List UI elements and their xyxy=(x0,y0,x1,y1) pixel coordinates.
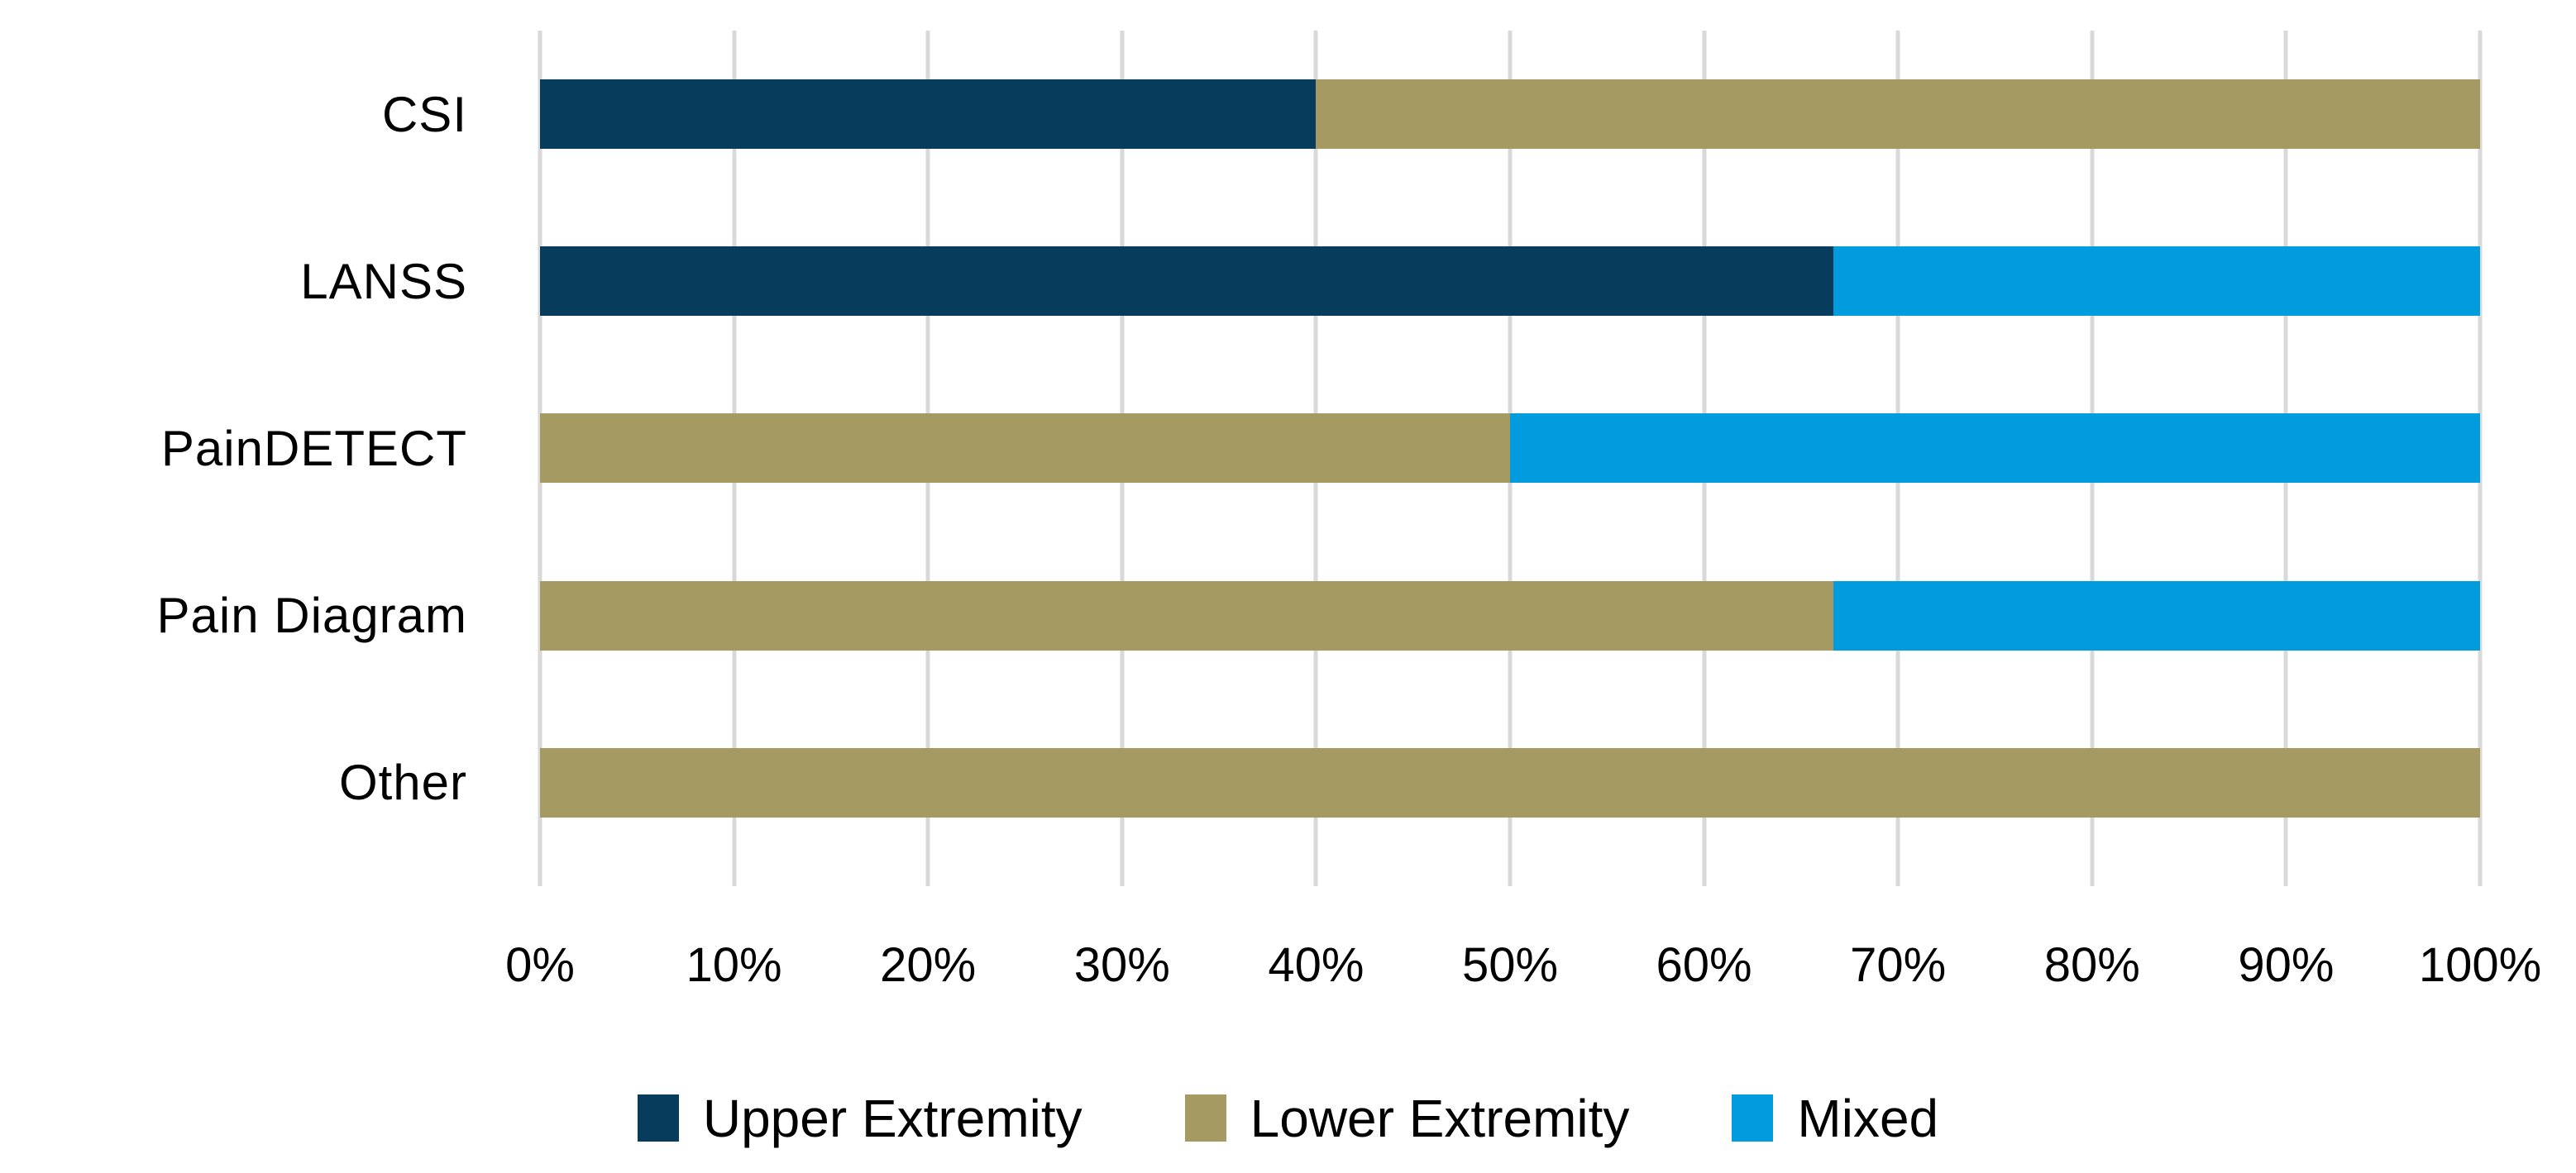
bar-stack xyxy=(540,747,2480,818)
x-axis-tick-label: 20% xyxy=(880,938,977,992)
legend-item: Lower Extremity xyxy=(1184,1088,1630,1149)
x-axis-tick-label: 30% xyxy=(1073,938,1170,992)
category-label: PainDETECT xyxy=(160,420,467,476)
x-axis-tick-label: 10% xyxy=(686,938,782,992)
category-label: LANSS xyxy=(300,253,467,309)
x-axis-tick-label: 90% xyxy=(2238,938,2335,992)
category-axis-labels: CSI LANSS PainDETECT Pain Diagram Other xyxy=(0,31,467,866)
bar-segment xyxy=(1833,246,2480,317)
x-axis-tick-label: 60% xyxy=(1656,938,1752,992)
category-label: Other xyxy=(338,755,467,811)
gridline xyxy=(2478,31,2483,886)
legend-label: Mixed xyxy=(1797,1088,1939,1148)
category-label: Pain Diagram xyxy=(156,588,467,644)
x-axis-tick-label: 100% xyxy=(2418,938,2542,992)
plot-area xyxy=(538,31,2483,886)
bar-row xyxy=(540,699,2480,866)
x-axis-tick-label: 70% xyxy=(1850,938,1947,992)
bar-segment xyxy=(540,413,1510,484)
bar-segment xyxy=(540,246,1834,317)
bar-segment xyxy=(540,580,1834,651)
bar-stack xyxy=(540,246,2480,317)
legend-label: Upper Extremity xyxy=(702,1088,1082,1148)
bar-segment xyxy=(540,747,2480,818)
bar-row xyxy=(540,365,2480,532)
bar-stack xyxy=(540,580,2480,651)
legend: Upper Extremity Lower Extremity Mixed xyxy=(0,1079,2576,1157)
legend-swatch xyxy=(1184,1094,1226,1142)
bar-row xyxy=(540,532,2480,699)
bar-segment xyxy=(1510,413,2480,484)
x-axis-tick-label: 80% xyxy=(2043,938,2140,992)
category-label: CSI xyxy=(381,86,467,142)
x-axis-tick-label: 40% xyxy=(1268,938,1364,992)
legend-item: Mixed xyxy=(1732,1088,1938,1149)
bar-segment xyxy=(540,79,1317,150)
bar-row xyxy=(540,31,2480,198)
legend-item: Upper Extremity xyxy=(637,1088,1082,1149)
x-axis-tick-label: 0% xyxy=(505,938,575,992)
legend-label: Lower Extremity xyxy=(1250,1088,1630,1148)
bar-row xyxy=(540,198,2480,365)
x-axis-tick-label: 50% xyxy=(1461,938,1559,992)
bar-stack xyxy=(540,413,2480,484)
value-axis-labels: 0% 10% 20% 30% 40% 50% 60% 70% 80% 90% 100% xyxy=(505,932,2541,999)
legend-swatch xyxy=(637,1094,679,1142)
bar-segment xyxy=(1316,79,2480,150)
bar-segment xyxy=(1833,580,2480,651)
bar-rows xyxy=(540,31,2480,866)
legend-swatch xyxy=(1732,1094,1774,1142)
bar-stack xyxy=(540,79,2480,150)
